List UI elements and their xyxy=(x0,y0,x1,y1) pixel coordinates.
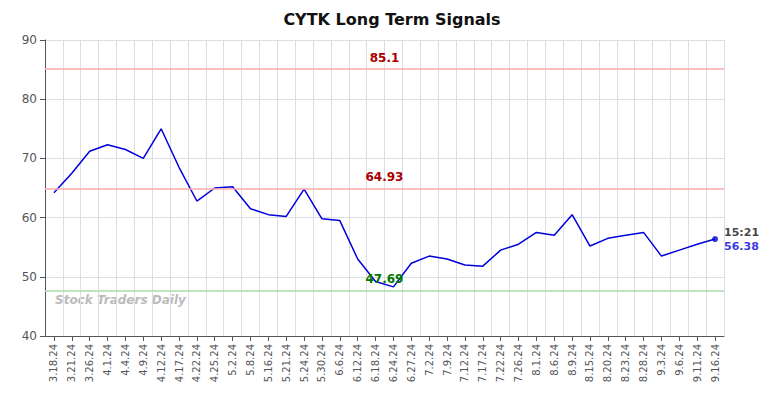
svg-text:9.3.24: 9.3.24 xyxy=(656,344,667,376)
svg-text:4.9.24: 4.9.24 xyxy=(138,344,149,376)
svg-text:4.17.24: 4.17.24 xyxy=(174,344,185,382)
svg-text:7.17.24: 7.17.24 xyxy=(477,344,488,382)
svg-text:90: 90 xyxy=(22,33,37,47)
svg-text:5.8.24: 5.8.24 xyxy=(245,344,256,376)
svg-text:3.26.24: 3.26.24 xyxy=(84,344,95,382)
svg-text:6.24.24: 6.24.24 xyxy=(388,344,399,382)
svg-text:7.22.24: 7.22.24 xyxy=(495,344,506,382)
svg-text:40: 40 xyxy=(22,329,37,343)
svg-text:4.4.24: 4.4.24 xyxy=(120,344,131,376)
svg-text:7.2.24: 7.2.24 xyxy=(424,344,435,376)
svg-text:64.93: 64.93 xyxy=(366,170,404,184)
svg-text:6.6.24: 6.6.24 xyxy=(334,344,345,376)
svg-text:5.2.24: 5.2.24 xyxy=(227,344,238,376)
svg-text:6.27.24: 6.27.24 xyxy=(406,344,417,382)
svg-text:8.28.24: 8.28.24 xyxy=(638,344,649,382)
svg-text:15:21: 15:21 xyxy=(724,226,759,239)
svg-text:8.23.24: 8.23.24 xyxy=(620,344,631,382)
svg-text:9.16.24: 9.16.24 xyxy=(710,344,721,382)
svg-text:8.1.24: 8.1.24 xyxy=(531,344,542,376)
svg-text:5.21.24: 5.21.24 xyxy=(281,344,292,382)
svg-text:5.30.24: 5.30.24 xyxy=(316,344,327,382)
svg-text:70: 70 xyxy=(22,151,37,165)
svg-text:CYTK Long Term Signals: CYTK Long Term Signals xyxy=(283,10,500,29)
svg-text:3.18.24: 3.18.24 xyxy=(48,344,59,382)
svg-text:9.6.24: 9.6.24 xyxy=(674,344,685,376)
svg-text:6.18.24: 6.18.24 xyxy=(370,344,381,382)
svg-text:5.16.24: 5.16.24 xyxy=(263,344,274,382)
svg-text:8.9.24: 8.9.24 xyxy=(567,344,578,376)
svg-text:80: 80 xyxy=(22,92,37,106)
svg-text:56.38: 56.38 xyxy=(724,240,759,253)
svg-text:7.12.24: 7.12.24 xyxy=(459,344,470,382)
svg-text:9.11.24: 9.11.24 xyxy=(692,344,703,382)
svg-text:Stock Traders Daily: Stock Traders Daily xyxy=(55,293,187,307)
svg-text:85.1: 85.1 xyxy=(370,51,400,65)
svg-text:3.21.24: 3.21.24 xyxy=(66,344,77,382)
svg-text:4.22.24: 4.22.24 xyxy=(191,344,202,382)
svg-text:8.6.24: 8.6.24 xyxy=(549,344,560,376)
svg-text:47.69: 47.69 xyxy=(366,272,404,286)
svg-text:4.25.24: 4.25.24 xyxy=(209,344,220,382)
svg-text:8.20.24: 8.20.24 xyxy=(602,344,613,382)
svg-text:7.9.24: 7.9.24 xyxy=(442,344,453,376)
svg-text:6.12.24: 6.12.24 xyxy=(352,344,363,382)
svg-text:7.26.24: 7.26.24 xyxy=(513,344,524,382)
svg-text:8.15.24: 8.15.24 xyxy=(584,344,595,382)
svg-text:4.1.24: 4.1.24 xyxy=(102,344,113,376)
svg-text:4.12.24: 4.12.24 xyxy=(156,344,167,382)
svg-text:60: 60 xyxy=(22,211,37,225)
svg-text:5.24.24: 5.24.24 xyxy=(299,344,310,382)
svg-text:50: 50 xyxy=(22,270,37,284)
